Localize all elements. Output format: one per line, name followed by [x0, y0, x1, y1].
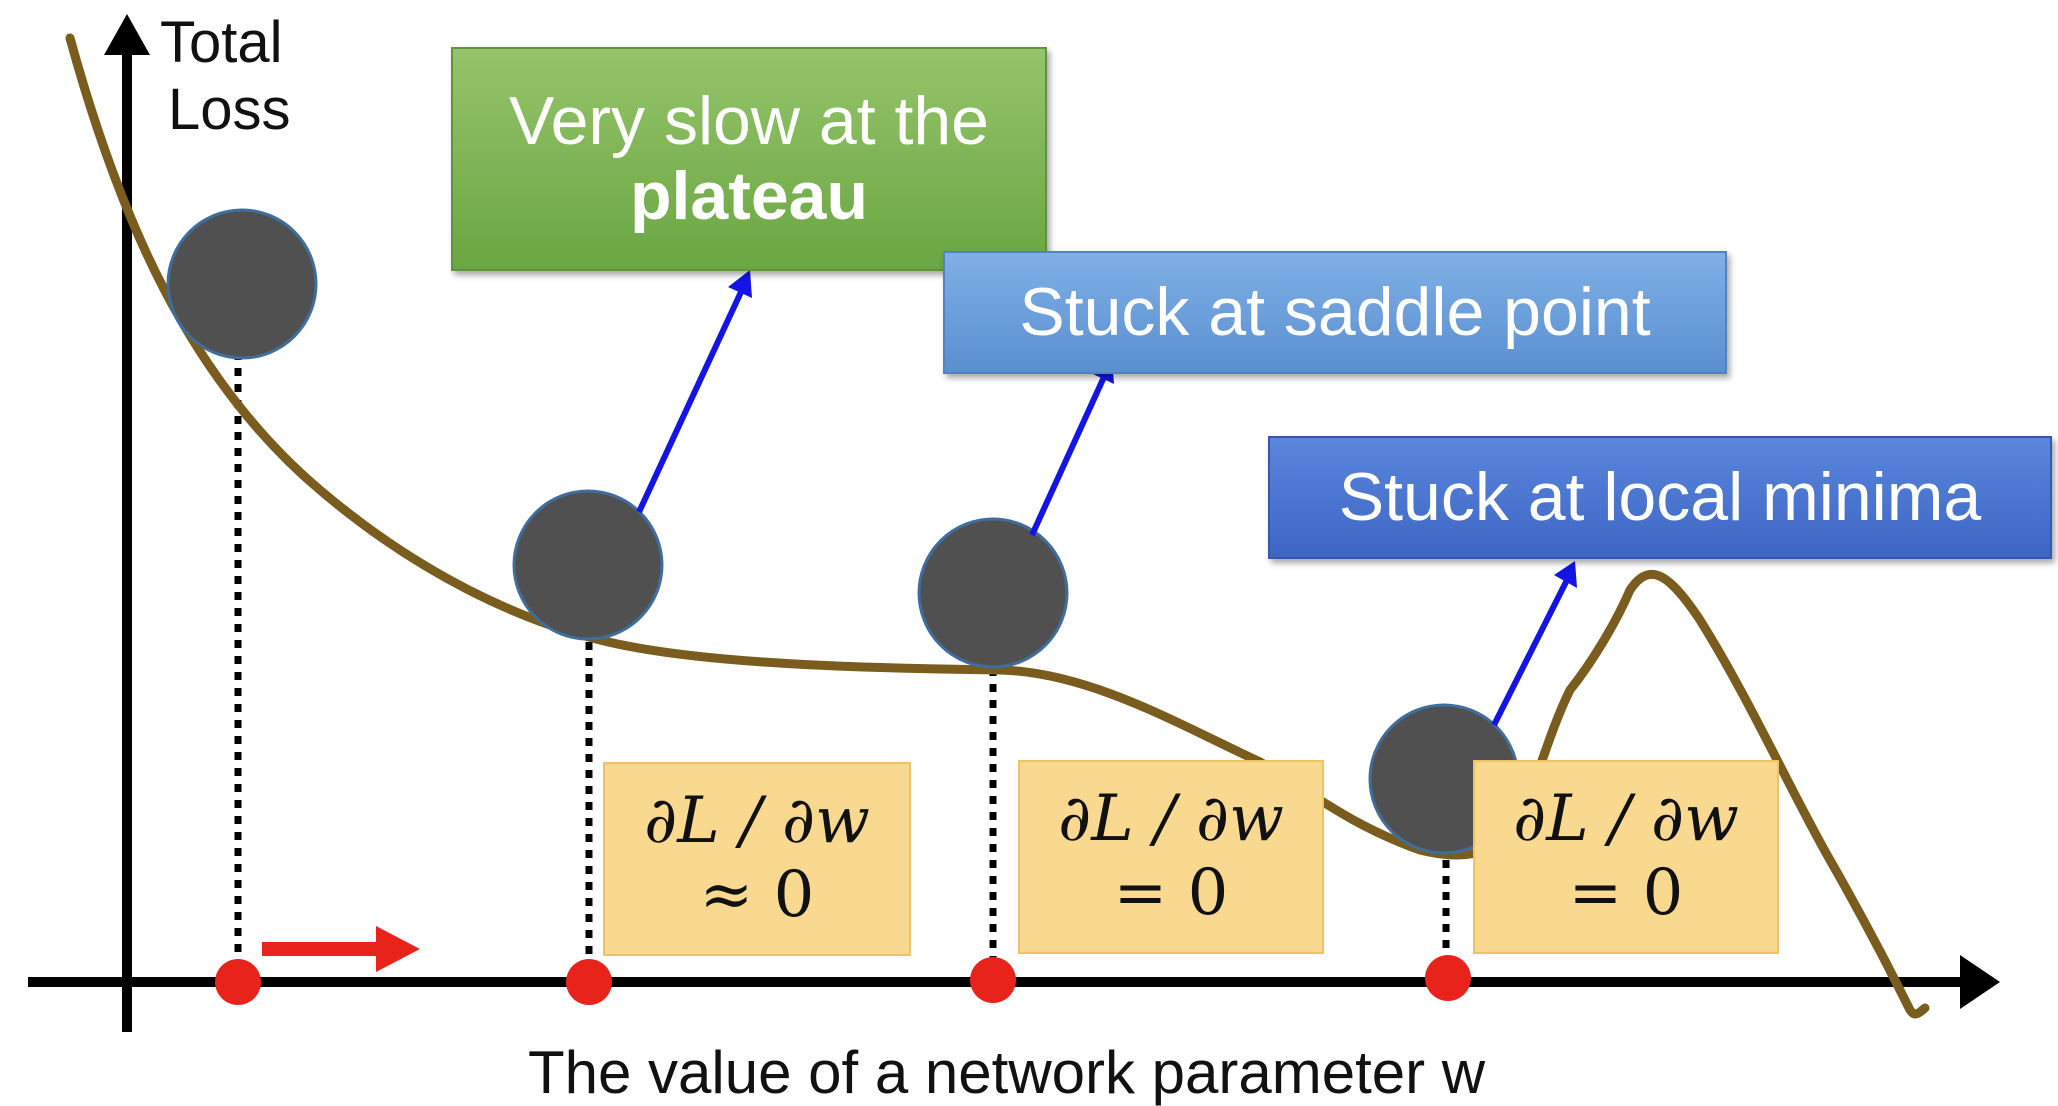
direction-arrow-icon [262, 926, 420, 972]
local-min-callout-text: Stuck at local minima [1338, 459, 1982, 536]
derivative-expr: ∂L / ∂w [644, 784, 870, 859]
x-marker-4 [1425, 955, 1471, 1001]
loss-curve [65, 33, 1930, 1019]
derivative-relation: ≈ 0 [699, 858, 815, 932]
derivative-relation: = 0 [1568, 856, 1684, 930]
saddle-callout-text: Stuck at saddle point [1019, 274, 1651, 351]
saddle-pointer-arrow [1029, 358, 1114, 537]
plateau-callout: Very slow at the plateau [451, 47, 1047, 271]
ball-start [166, 208, 318, 360]
derivative-box-local-min: ∂L / ∂w = 0 [1473, 760, 1779, 954]
saddle-callout: Stuck at saddle point [943, 251, 1727, 374]
y-axis-label: Total Loss [160, 10, 291, 143]
y-axis-arrowhead [104, 14, 150, 55]
local-min-callout: Stuck at local minima [1268, 436, 2052, 559]
x-marker-2 [566, 959, 612, 1005]
x-axis-label: The value of a network parameter w [528, 1039, 1486, 1106]
plateau-pointer-arrow [636, 270, 752, 514]
plateau-callout-line1: Very slow at the [508, 83, 990, 160]
plateau-callout-line2: plateau [629, 158, 869, 234]
derivative-relation: = 0 [1113, 856, 1229, 930]
x-marker-1 [215, 959, 261, 1005]
ball-plateau [512, 489, 664, 641]
derivative-expr: ∂L / ∂w [1058, 782, 1284, 857]
y-axis-label-line1: Total [160, 10, 283, 75]
local-min-pointer-arrow [1491, 561, 1577, 727]
derivative-box-plateau: ∂L / ∂w ≈ 0 [603, 762, 911, 956]
x-marker-3 [970, 957, 1016, 1003]
derivative-expr: ∂L / ∂w [1513, 782, 1739, 857]
y-axis-label-line2: Loss [168, 76, 291, 142]
ball-saddle [917, 517, 1069, 669]
derivative-box-saddle: ∂L / ∂w = 0 [1018, 760, 1324, 954]
x-axis-arrowhead [1960, 955, 2000, 1009]
